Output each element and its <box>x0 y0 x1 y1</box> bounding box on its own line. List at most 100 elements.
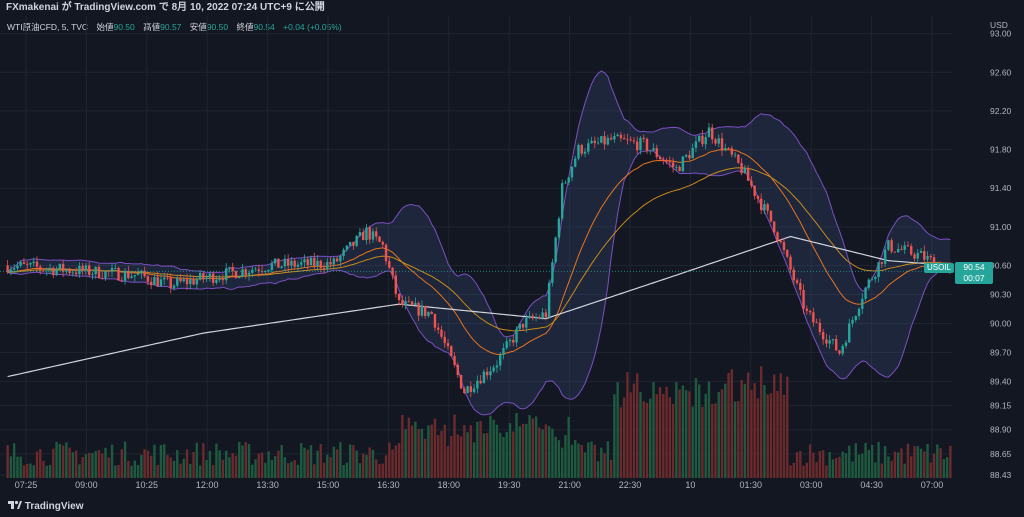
volume-bar <box>629 392 632 478</box>
candle-body <box>632 140 636 142</box>
volume-bar <box>861 453 864 478</box>
candle-body <box>893 251 897 253</box>
candle-body <box>756 195 760 199</box>
volume-bar <box>541 429 544 478</box>
volume-bar <box>52 448 55 478</box>
candle-body <box>430 312 433 315</box>
volume-bar <box>104 447 107 478</box>
footer: TradingView <box>0 495 1024 517</box>
price-chart[interactable]: 93.00 92.60 92.20 91.80 91.40 91.00 90.60 90.30… <box>0 16 1024 495</box>
x-tick-label: 10:25 <box>136 480 159 490</box>
y-tick-label: 90.00 <box>990 318 1012 328</box>
candle-body <box>870 278 874 280</box>
candle-body <box>883 249 887 264</box>
candle-body <box>414 302 417 306</box>
volume-bar <box>361 453 365 478</box>
volume-bar <box>65 442 68 478</box>
volume-bar <box>936 444 939 478</box>
volume-bar <box>508 423 512 478</box>
volume-bar <box>185 449 189 478</box>
volume-bar <box>469 425 473 478</box>
candle-body <box>257 269 261 272</box>
candle-body <box>848 323 851 343</box>
volume-bar <box>58 443 62 478</box>
volume-bar <box>179 463 182 478</box>
candle-body <box>91 274 94 275</box>
open-value: 90.50 <box>113 22 135 32</box>
candle-body <box>12 268 16 270</box>
volume-bar <box>368 447 371 478</box>
candle-body <box>52 267 55 275</box>
y-tick-label: 91.40 <box>990 183 1012 193</box>
candle-body <box>368 227 371 240</box>
volume-bar <box>218 450 221 478</box>
volume-bar <box>668 397 672 478</box>
candle-body <box>29 263 32 265</box>
volume-bar <box>352 444 355 478</box>
volume-bar <box>756 398 760 478</box>
candle-body <box>120 280 124 282</box>
candle-body <box>345 245 349 250</box>
time-axis[interactable]: 07:25 09:00 10:25 12:00 13:30 15:00 16:30 18:00… <box>15 480 944 490</box>
volume-bar <box>221 459 225 478</box>
candle-body <box>22 262 26 264</box>
candle-body <box>384 244 388 262</box>
candle-body <box>495 365 499 368</box>
candle-body <box>792 269 795 281</box>
volume-bar <box>704 393 707 478</box>
volume-bar <box>146 450 150 478</box>
candle-body <box>221 278 225 281</box>
sma-long-white <box>7 235 951 378</box>
tradingview-icon <box>8 500 22 509</box>
volume-bar <box>267 451 270 478</box>
candle-body <box>750 180 753 186</box>
volume-bar <box>176 450 179 478</box>
candle-body <box>818 322 822 332</box>
publisher-caption: FXmakenai が TradingView.com で 8月 10, 202… <box>6 2 325 13</box>
candle-body <box>358 232 362 236</box>
volume-bar <box>378 463 381 478</box>
candle-body <box>622 138 626 140</box>
candle-body <box>182 279 185 282</box>
candle-body <box>48 267 52 270</box>
candle-body <box>577 144 580 159</box>
grid <box>0 16 952 478</box>
candle-body <box>763 204 766 211</box>
candle-body <box>42 269 45 271</box>
candle-body <box>94 266 97 275</box>
candle-body <box>489 371 492 376</box>
volume-bar <box>300 443 303 478</box>
candle-body <box>450 346 453 357</box>
volume-bar <box>345 462 349 478</box>
candle-body <box>322 267 326 270</box>
volume-bar <box>391 449 394 478</box>
candle-body <box>195 279 199 285</box>
volume-bar <box>427 425 430 478</box>
price-axis[interactable]: 93.00 92.60 92.20 91.80 91.40 91.00 90.60 90.30… <box>990 29 1012 480</box>
volume-bar <box>763 385 766 478</box>
candle-body <box>65 269 68 272</box>
volume-bar <box>32 465 35 478</box>
candle-body <box>466 386 469 394</box>
symbol-label[interactable]: WTI原油CFD, 5, TVC <box>7 22 89 32</box>
volume-bar <box>440 430 443 478</box>
candle-body <box>84 265 88 271</box>
volume-bar <box>133 460 137 478</box>
y-tick-label: 91.80 <box>990 145 1012 155</box>
candle-body <box>459 375 463 389</box>
volume-bar <box>606 441 610 478</box>
volume-bar <box>107 457 110 478</box>
tradingview-logo[interactable]: TradingView <box>8 500 84 513</box>
bollinger-lower <box>7 150 951 416</box>
volume-bar <box>319 444 322 478</box>
candle-body <box>453 356 456 365</box>
volume-bar <box>789 465 792 478</box>
candle-body <box>241 269 244 277</box>
candle-body <box>564 182 567 184</box>
volume-bar <box>808 444 812 478</box>
volume-bar <box>864 442 867 478</box>
candle-body <box>603 136 606 145</box>
candle-body <box>329 261 332 265</box>
volume-bar <box>919 448 923 478</box>
candle-body <box>636 141 639 151</box>
